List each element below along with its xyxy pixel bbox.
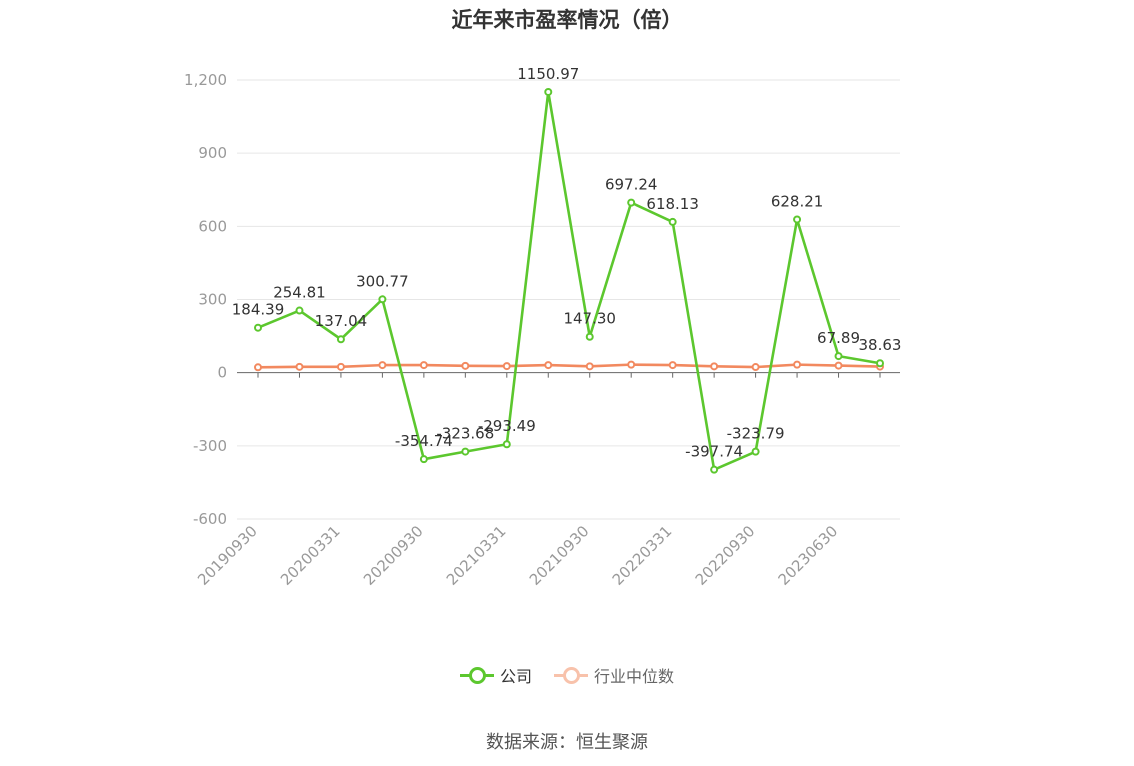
data-label: 254.81 (273, 284, 326, 302)
company-point (585, 332, 594, 341)
data-label: 628.21 (771, 192, 824, 210)
industry-point (336, 362, 345, 371)
legend-item-industry[interactable]: 行业中位数 (554, 663, 674, 687)
company-line (257, 90, 881, 471)
company-point (627, 198, 636, 207)
data-label: 300.77 (356, 272, 409, 290)
x-tick-label: 20210930 (526, 522, 593, 589)
y-tick-label: 1,200 (184, 71, 227, 89)
industry-point (295, 362, 304, 371)
y-tick-label: -300 (193, 437, 227, 455)
company-point (793, 215, 802, 224)
industry-point (544, 361, 553, 370)
company-point (502, 440, 511, 449)
company-point (834, 352, 843, 361)
industry-point (254, 363, 262, 372)
data-label: 697.24 (605, 176, 658, 194)
data-label: 1150.97 (517, 65, 579, 83)
company-point (419, 455, 428, 464)
x-axis: 20190930 20200331 20200930 20210331 20210930… (194, 372, 900, 589)
y-tick-label: -600 (193, 510, 227, 528)
industry-line (257, 363, 881, 369)
data-label: -323.68 (436, 425, 494, 443)
data-source: 数据来源：恒生聚源 (486, 732, 648, 753)
data-label: -397.74 (685, 443, 743, 461)
data-label: 67.89 (817, 329, 860, 347)
company-point (710, 465, 719, 474)
x-tick-label: 20190930 (194, 522, 261, 589)
chart-title: 近年来市盈率情况（倍） (451, 8, 683, 32)
industry-point (378, 361, 387, 370)
series-industry-median (254, 360, 884, 372)
data-label: -293.49 (478, 417, 536, 435)
industry-point (668, 361, 677, 370)
company-point (876, 359, 884, 368)
legend-item-company[interactable]: 公司 (459, 663, 532, 687)
series-company (254, 87, 884, 474)
company-point (254, 323, 262, 332)
data-label: 137.04 (315, 312, 368, 330)
data-label: 618.13 (646, 195, 699, 213)
y-tick-label: 300 (198, 291, 227, 309)
legend-label-industry: 行业中位数 (594, 667, 675, 686)
x-tick-label: 20230630 (775, 522, 842, 589)
company-point (461, 447, 470, 456)
company-point (336, 335, 345, 344)
industry-point (627, 360, 636, 369)
industry-point (461, 361, 470, 370)
company-point (751, 447, 760, 456)
company-point (378, 295, 387, 304)
x-tick-label: 20200331 (277, 522, 344, 589)
y-axis: 1,200 900 600 300 0 -300 -600 (184, 71, 227, 528)
data-label: 147.30 (563, 310, 616, 328)
legend-label-company: 公司 (499, 667, 532, 686)
x-tick-label: 20220331 (609, 522, 676, 589)
industry-point (710, 362, 719, 371)
y-tick-label: 600 (198, 217, 227, 235)
industry-point (585, 362, 594, 371)
legend-swatch-industry (554, 667, 588, 684)
x-tick-label: 20200930 (360, 522, 427, 589)
industry-point (419, 361, 428, 370)
data-label: 38.63 (859, 336, 902, 354)
data-label: -354.74 (395, 432, 453, 450)
industry-point (793, 360, 802, 369)
company-point (544, 87, 553, 96)
legend: 公司 行业中位数 (0, 663, 1134, 687)
company-point (295, 306, 304, 315)
x-tick-label: 20210331 (443, 522, 510, 589)
y-tick-label: 900 (198, 144, 227, 162)
grid-lines (237, 79, 900, 520)
industry-point (834, 361, 843, 370)
data-label: 184.39 (232, 301, 285, 319)
industry-point (751, 363, 760, 372)
data-label: -323.79 (727, 425, 785, 443)
industry-point (502, 362, 511, 371)
legend-swatch-company (459, 667, 494, 684)
y-tick-label: 0 (217, 364, 227, 382)
x-tick-label: 20220930 (692, 522, 759, 589)
company-point (668, 217, 677, 226)
